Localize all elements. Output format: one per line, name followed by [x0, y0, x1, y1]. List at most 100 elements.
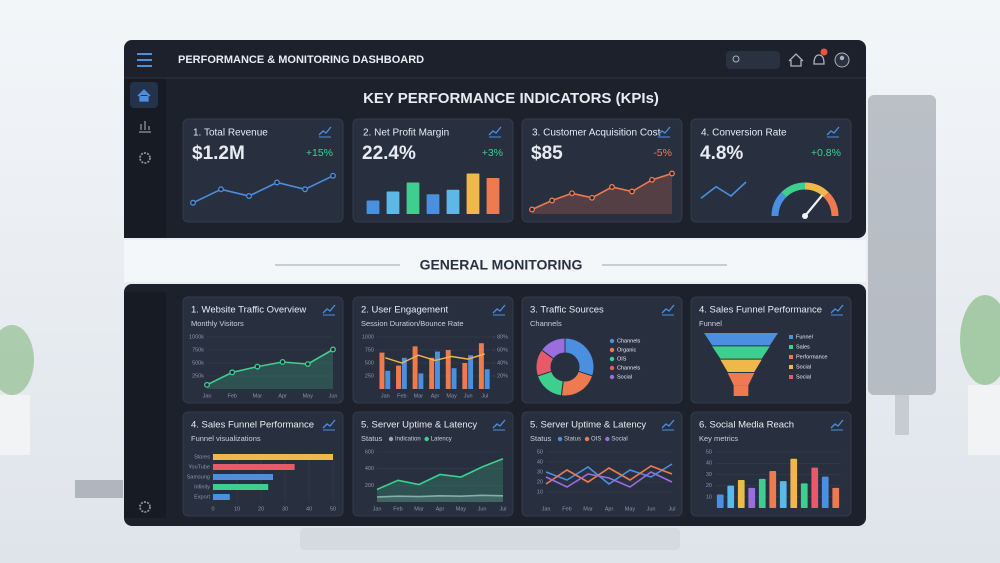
y-tick-label: 200 [365, 483, 374, 489]
point [279, 359, 286, 365]
bar [385, 370, 391, 389]
x-tick-label: Feb [562, 506, 571, 512]
home-icon[interactable] [788, 53, 804, 67]
kpi-card[interactable] [182, 118, 344, 223]
x-tick-label: Feb [227, 393, 236, 399]
legend-swatch [388, 436, 394, 442]
header-title: PERFORMANCE & MONITORING DASHBOARD [178, 54, 424, 66]
y-tick-label: 500 [365, 360, 374, 366]
monitor-card[interactable] [521, 296, 683, 404]
search-icon [732, 55, 740, 63]
nav-settings[interactable] [139, 501, 151, 513]
card-subtitle: Key metrics [699, 434, 738, 443]
bell-icon[interactable] [813, 54, 825, 65]
point [254, 363, 261, 370]
card-title: 4. Sales Funnel Performance [699, 305, 822, 316]
bar [429, 357, 435, 389]
legend-label: OIS [591, 437, 601, 443]
card-title: 4. Conversion Rate [701, 128, 787, 139]
nav-analytics[interactable] [139, 121, 151, 133]
x-tick-label: Jan [373, 506, 382, 512]
card-icon [830, 304, 844, 314]
card-title: 4. Sales Funnel Performance [191, 420, 314, 431]
gauge-hub [802, 213, 808, 219]
card-icon [661, 419, 675, 429]
legend-swatch [789, 335, 793, 339]
kpi-value: 4.8% [700, 143, 743, 164]
menu-icon[interactable] [137, 53, 152, 67]
x-tick-label: Mar [583, 506, 593, 512]
y-tick-label: Stores [194, 454, 210, 460]
area [377, 458, 503, 502]
card-icon [492, 304, 506, 314]
line [376, 457, 504, 491]
card-title: 2. Net Profit Margin [363, 128, 449, 139]
bar [379, 352, 385, 389]
legend-swatch [609, 374, 615, 380]
x-tick-label: 30 [282, 506, 288, 512]
bar [466, 173, 480, 214]
bar [821, 476, 829, 508]
bar [716, 494, 724, 508]
x-tick-label: Mar [414, 506, 424, 512]
bar [486, 178, 500, 214]
bar [418, 373, 424, 389]
legend-swatch [789, 375, 793, 379]
bar [451, 368, 457, 389]
monitor-card[interactable] [521, 411, 683, 517]
gauge-arc [804, 182, 829, 198]
funnel-stage [704, 333, 778, 346]
card-title: 2. User Engagement [361, 305, 448, 316]
kpi-value: $85 [531, 143, 563, 164]
x-tick-label: 0 [211, 506, 214, 512]
nav-home [137, 89, 151, 102]
x-tick-label: May [303, 393, 314, 399]
legend-swatch [609, 338, 615, 344]
y-tick-label: 1000k [189, 334, 204, 340]
point [669, 170, 675, 177]
card-subtitle: Funnel visualizations [191, 434, 261, 443]
bar [396, 365, 401, 389]
legend-swatch [789, 365, 793, 369]
card-title: 1. Website Traffic Overview [191, 305, 306, 316]
line [206, 348, 334, 386]
line [385, 353, 485, 364]
funnel-stage [727, 373, 755, 386]
y-tick-label: 40 [706, 461, 712, 467]
y-tick-label: 600 [365, 449, 374, 455]
y-tick-label: 50 [706, 449, 712, 455]
y-tick-label: 750k [192, 347, 204, 353]
line [192, 175, 334, 204]
x-tick-label: 50 [330, 506, 336, 512]
y-tick-label: 1000 [362, 334, 374, 340]
x-tick-label: Jul [499, 506, 506, 512]
card-icon [322, 419, 336, 429]
card-title: 1. Total Revenue [193, 128, 268, 139]
card-title: 5. Server Uptime & Latency [361, 420, 477, 431]
line [531, 172, 673, 211]
point [204, 381, 210, 388]
funnel-stage [720, 359, 762, 372]
legend-label: Indication [395, 437, 421, 443]
nav-settings[interactable] [139, 152, 151, 164]
card-title: 3. Customer Acquisition Cost [532, 128, 661, 139]
x-tick-label: May [456, 506, 467, 512]
search-box[interactable] [726, 51, 780, 69]
section-band [124, 240, 866, 282]
point [330, 346, 336, 353]
monitor-card[interactable] [352, 411, 514, 517]
plant-blur [960, 295, 1000, 385]
keyboard-blur [300, 528, 680, 550]
bar [412, 346, 418, 389]
point [190, 199, 196, 206]
y-tick-label: Infinity [194, 484, 210, 490]
x-tick-label: Jan [203, 393, 212, 399]
x-tick-label: Feb [397, 393, 406, 399]
y-tick-label: 30 [537, 469, 543, 475]
bar [406, 182, 420, 214]
card-title: 3. Traffic Sources [530, 305, 604, 316]
legend-label: Channels [617, 338, 640, 344]
legend-label: Social [796, 364, 811, 370]
y2-tick-label: 40% [497, 360, 508, 366]
